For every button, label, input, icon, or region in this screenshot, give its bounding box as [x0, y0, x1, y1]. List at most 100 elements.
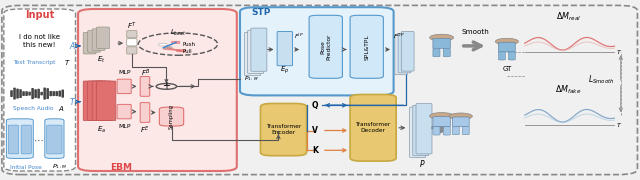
- Text: $E_a$: $E_a$: [97, 125, 106, 135]
- FancyBboxPatch shape: [444, 48, 451, 57]
- Text: I do not like
this new!: I do not like this new!: [19, 33, 60, 48]
- FancyBboxPatch shape: [248, 30, 264, 73]
- FancyBboxPatch shape: [159, 107, 184, 126]
- FancyBboxPatch shape: [433, 38, 451, 48]
- Text: $P_{1:M}$: $P_{1:M}$: [52, 163, 68, 172]
- FancyBboxPatch shape: [413, 105, 429, 156]
- Text: $T$: $T$: [616, 121, 623, 129]
- FancyBboxPatch shape: [92, 29, 105, 50]
- FancyBboxPatch shape: [16, 89, 19, 99]
- FancyBboxPatch shape: [140, 76, 150, 96]
- Text: Initial Pose: Initial Pose: [10, 165, 42, 170]
- FancyBboxPatch shape: [13, 87, 16, 100]
- FancyBboxPatch shape: [433, 48, 440, 57]
- FancyBboxPatch shape: [240, 7, 394, 95]
- FancyBboxPatch shape: [499, 42, 515, 52]
- FancyBboxPatch shape: [28, 92, 31, 96]
- FancyBboxPatch shape: [92, 81, 111, 121]
- Text: $\cdots$: $\cdots$: [33, 134, 44, 145]
- FancyBboxPatch shape: [58, 90, 61, 97]
- Text: Q: Q: [312, 101, 318, 110]
- Text: Text Transcript: Text Transcript: [13, 60, 55, 65]
- FancyBboxPatch shape: [444, 127, 451, 135]
- Text: Push: Push: [182, 42, 195, 47]
- FancyBboxPatch shape: [433, 117, 451, 127]
- FancyBboxPatch shape: [22, 91, 25, 96]
- Text: $F^{OP}$: $F^{OP}$: [393, 31, 405, 41]
- Text: Sampling: Sampling: [169, 104, 174, 129]
- Text: $A$: $A$: [58, 104, 64, 113]
- FancyBboxPatch shape: [395, 35, 408, 75]
- Text: SPL&TPL: SPL&TPL: [364, 34, 369, 60]
- Text: Speech Audio: Speech Audio: [13, 106, 53, 111]
- Text: $\Delta M_{fake}$: $\Delta M_{fake}$: [556, 84, 581, 96]
- Text: K: K: [312, 146, 318, 155]
- FancyBboxPatch shape: [177, 50, 185, 52]
- Text: $F^T$: $F^T$: [127, 21, 137, 32]
- FancyBboxPatch shape: [83, 81, 102, 121]
- FancyBboxPatch shape: [159, 44, 167, 46]
- Text: MLP: MLP: [118, 124, 131, 129]
- Text: Input: Input: [25, 10, 54, 20]
- Text: $F^B$: $F^B$: [141, 67, 150, 78]
- FancyBboxPatch shape: [19, 89, 22, 98]
- FancyBboxPatch shape: [350, 94, 396, 161]
- FancyBboxPatch shape: [44, 87, 46, 100]
- FancyBboxPatch shape: [37, 89, 40, 99]
- Text: Pose
Predictor: Pose Predictor: [320, 34, 332, 60]
- Text: $E_p$: $E_p$: [280, 64, 289, 76]
- Text: +: +: [163, 81, 170, 91]
- Text: $P_{1:M}$: $P_{1:M}$: [244, 74, 259, 83]
- Text: MLP: MLP: [118, 70, 131, 75]
- FancyBboxPatch shape: [462, 127, 469, 135]
- FancyBboxPatch shape: [117, 104, 131, 119]
- FancyBboxPatch shape: [433, 127, 440, 135]
- Text: $\Delta M_{real}$: $\Delta M_{real}$: [556, 10, 581, 23]
- Text: $P$: $P$: [419, 158, 426, 169]
- FancyBboxPatch shape: [172, 41, 180, 44]
- FancyBboxPatch shape: [127, 47, 137, 54]
- FancyBboxPatch shape: [45, 119, 64, 158]
- FancyBboxPatch shape: [21, 125, 31, 154]
- FancyBboxPatch shape: [452, 127, 460, 135]
- FancyBboxPatch shape: [416, 103, 432, 154]
- FancyBboxPatch shape: [410, 107, 426, 158]
- Text: GT: GT: [502, 66, 511, 72]
- FancyBboxPatch shape: [4, 9, 76, 171]
- Circle shape: [429, 112, 454, 119]
- Text: Pull: Pull: [182, 49, 192, 54]
- FancyBboxPatch shape: [26, 91, 28, 96]
- Text: $A$: $A$: [69, 40, 76, 51]
- FancyBboxPatch shape: [117, 79, 131, 94]
- FancyBboxPatch shape: [88, 81, 107, 121]
- Circle shape: [429, 34, 454, 41]
- Text: $T$: $T$: [64, 58, 71, 67]
- Text: $L_{beat}$: $L_{beat}$: [170, 28, 186, 38]
- FancyBboxPatch shape: [452, 117, 469, 127]
- FancyBboxPatch shape: [61, 89, 64, 98]
- FancyBboxPatch shape: [52, 91, 55, 96]
- Text: $F^E$: $F^E$: [141, 125, 150, 136]
- FancyBboxPatch shape: [8, 125, 19, 154]
- FancyBboxPatch shape: [140, 103, 150, 122]
- FancyBboxPatch shape: [83, 32, 96, 54]
- FancyBboxPatch shape: [127, 39, 137, 46]
- FancyBboxPatch shape: [350, 15, 383, 78]
- Text: EBM: EBM: [111, 163, 132, 172]
- FancyBboxPatch shape: [164, 47, 172, 49]
- Text: STP: STP: [252, 8, 271, 17]
- FancyBboxPatch shape: [31, 88, 34, 99]
- Text: Transformer
Decoder: Transformer Decoder: [355, 122, 391, 133]
- FancyBboxPatch shape: [97, 81, 116, 121]
- FancyBboxPatch shape: [47, 125, 62, 154]
- FancyBboxPatch shape: [6, 119, 33, 158]
- FancyBboxPatch shape: [277, 31, 292, 66]
- FancyBboxPatch shape: [244, 32, 260, 76]
- FancyBboxPatch shape: [56, 91, 58, 96]
- FancyBboxPatch shape: [309, 15, 342, 78]
- FancyBboxPatch shape: [10, 90, 13, 97]
- FancyBboxPatch shape: [127, 31, 137, 38]
- FancyBboxPatch shape: [251, 28, 267, 71]
- FancyBboxPatch shape: [46, 88, 49, 99]
- FancyBboxPatch shape: [401, 31, 414, 71]
